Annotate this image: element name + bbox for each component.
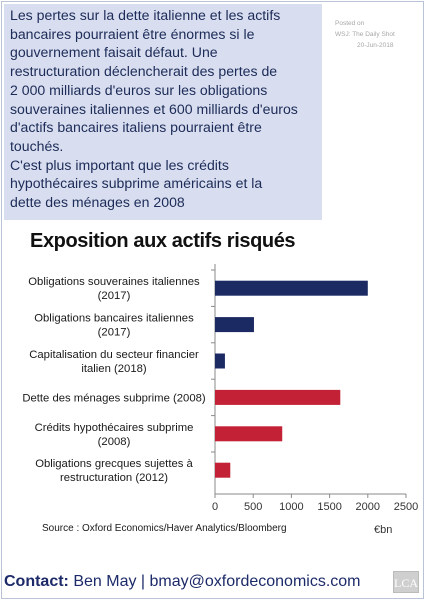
category-label: (2017) xyxy=(98,327,131,339)
commentary-line: touchés. xyxy=(10,137,64,154)
unit-label: €bn xyxy=(374,524,393,536)
bar xyxy=(215,389,341,405)
commentary-line: C'est plus important que les crédits xyxy=(10,156,229,173)
source-note: Source : Oxford Economics/Haver Analytic… xyxy=(42,523,287,534)
lca-logo: LCA xyxy=(393,571,419,593)
commentary-line: gouvernement faisait défaut. Une xyxy=(10,44,218,61)
category-label: Obligations grecques sujettes à xyxy=(35,458,193,470)
category-label: Obligations souveraines italiennes xyxy=(28,276,200,288)
commentary-box: Les pertes sur la dette italienne et les… xyxy=(4,4,322,220)
bar xyxy=(215,280,368,296)
posted-info: Posted on WSJ: The Daily Shot 20-Jun-201… xyxy=(335,18,395,51)
x-tick-label: 1500 xyxy=(317,501,341,513)
category-label: Capitalisation du secteur financier xyxy=(29,349,199,361)
x-tick-label: 500 xyxy=(244,501,262,513)
commentary-line: 2 000 milliards d'euros sur les obligati… xyxy=(10,81,268,98)
x-tick-label: 2500 xyxy=(394,501,418,513)
posted-date: 20-Jun-2018 xyxy=(357,42,394,49)
commentary-line: bancaires pourraient être énormes si le xyxy=(10,25,255,42)
category-label: restructuration (2012) xyxy=(60,472,168,484)
bar xyxy=(215,353,225,369)
commentary-line: d'actifs bancaires italiens pourraient ê… xyxy=(10,119,262,136)
contact-label: Contact: xyxy=(4,573,69,590)
posted-source: WSJ: The Daily Shot xyxy=(335,31,395,38)
category-label: italien (2018) xyxy=(81,363,147,375)
x-tick-label: 2000 xyxy=(356,501,380,513)
bar-chart: 0 500 1000 1500 2000 2500 Obligations souverai… xyxy=(22,264,418,513)
bar xyxy=(215,462,231,478)
x-tick-label: 0 xyxy=(212,501,218,513)
category-label: Obligations bancaires italiennes xyxy=(34,313,194,325)
commentary-line: restructuration déclencherait des pertes… xyxy=(10,63,278,80)
commentary-line: Les pertes sur la dette italienne et les… xyxy=(10,7,281,23)
bar xyxy=(215,317,254,333)
commentary-text: Les pertes sur la dette italienne et les… xyxy=(10,6,316,212)
x-tick-label: 1000 xyxy=(279,501,303,513)
commentary-line: hypothécaires subprime américains et la xyxy=(10,175,263,192)
category-label: (2017) xyxy=(98,290,131,302)
category-label: Crédits hypothécaires subprime xyxy=(35,422,194,434)
bar xyxy=(215,426,283,442)
chart-title: Exposition aux actifs risqués xyxy=(30,230,296,252)
commentary-line: souveraines italiennes et 600 milliards … xyxy=(10,100,298,117)
posted-label: Posted on xyxy=(335,20,365,27)
contact-line: Contact: Ben May | bmay@oxfordeconomics.… xyxy=(4,573,361,591)
contact-text: Ben May | bmay@oxfordeconomics.com xyxy=(68,573,361,590)
category-label: Dette des ménages subprime (2008) xyxy=(22,392,206,404)
category-label: (2008) xyxy=(98,436,131,448)
commentary-line: dette des ménages en 2008 xyxy=(10,194,185,211)
